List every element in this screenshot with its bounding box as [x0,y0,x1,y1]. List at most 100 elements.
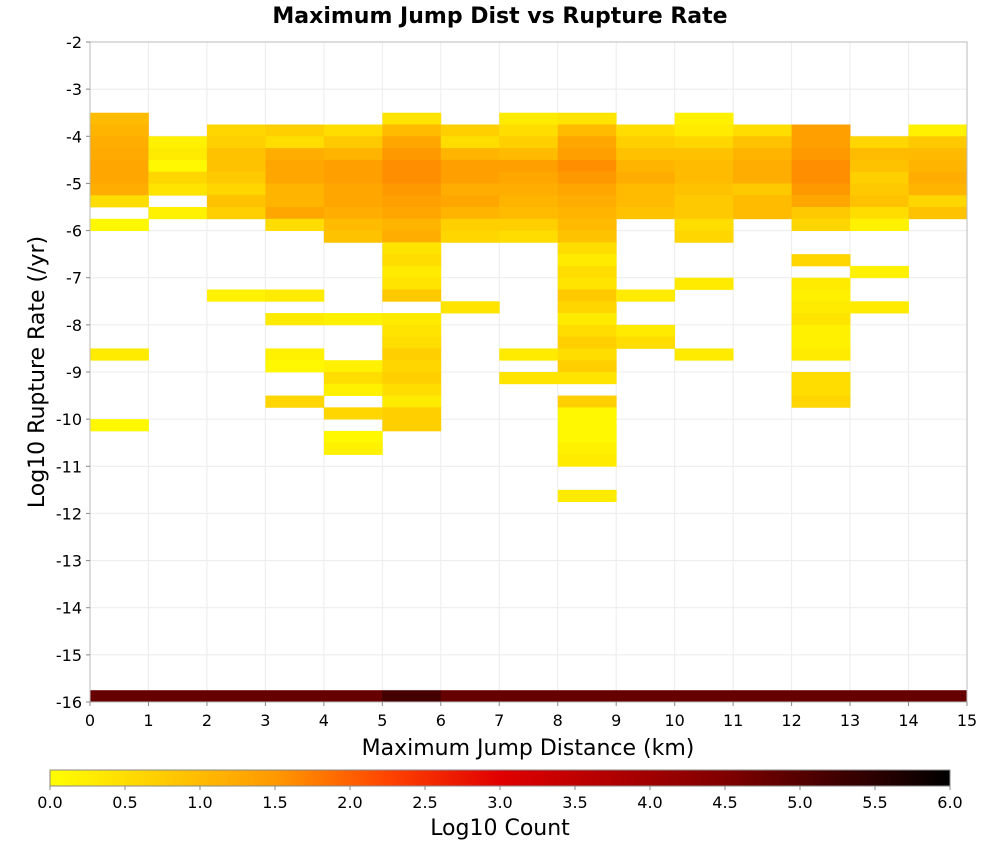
heatmap-cell [206,289,266,302]
colorbar-ticks: 0.0 0.5 1.0 1.5 2.0 2.5 3.0 3.5 4.0 4.5 5.0 5.5 6.0 [37,786,963,812]
heatmap-cell [791,301,851,314]
heatmap-cell [90,112,149,125]
x-tick-label: 6 [436,711,446,730]
heatmap-cell [440,183,500,196]
heatmap-cell [206,207,266,220]
heatmap-cell [557,690,617,703]
heatmap-cell [206,690,266,703]
heatmap-cell [850,207,909,220]
heatmap-cell [557,348,617,361]
heatmap-cell [557,313,617,326]
heatmap-cell [908,207,968,220]
heatmap-cell [908,148,968,161]
heatmap-cell [265,136,325,149]
heatmap-cell [791,395,851,408]
heatmap-cell [382,313,442,326]
heatmap-cell [323,383,383,396]
heatmap-cell [674,207,734,220]
heatmap-cell [206,183,266,196]
chart-title: Maximum Jump Dist vs Rupture Rate [272,4,727,29]
heatmap-cell [265,195,325,208]
heatmap-cell [557,324,617,338]
y-tick-label: -3 [66,80,82,99]
heatmap-cell [674,148,734,161]
heatmap-cell [791,336,851,349]
heatmap-cell [791,348,851,361]
heatmap-cell [323,171,383,184]
heatmap-cell [908,171,968,184]
heatmap-cell [616,195,676,208]
heatmap-cell [382,324,442,338]
heatmap-cell [557,195,617,208]
heatmap-cell [382,195,442,208]
heatmap-cell [791,148,851,161]
heatmap-cell [674,112,734,125]
x-tick-label: 5 [377,711,387,730]
heatmap-cell [265,289,325,302]
heatmap-cell [733,183,792,196]
heatmap-cell [440,690,500,703]
heatmap-cell [206,136,266,149]
heatmap-cell [323,183,383,196]
colorbar [49,769,951,787]
heatmap-cell [616,289,676,302]
heatmap-cell [440,230,500,243]
y-tick-label: -11 [56,457,82,476]
heatmap-cell [499,124,559,137]
heatmap-cell [557,419,617,432]
heatmap-cell [674,277,734,290]
heatmap-cell [557,360,617,373]
heatmap-cell [674,124,734,137]
heatmap-cell [791,159,851,173]
heatmap-cell [265,360,325,373]
heatmap-cell [265,218,325,231]
y-axis-label: Log10 Rupture Rate (/yr) [25,236,50,508]
heatmap-cell [90,148,149,161]
heatmap-cell [557,136,617,149]
heatmap-cell [791,195,851,208]
colorbar-tick-label: 4.0 [637,793,662,812]
heatmap-cell [557,489,617,503]
heatmap-cell [206,148,266,161]
heatmap-cell [382,407,442,420]
heatmap-cell [616,171,676,184]
heatmap-cell [733,159,792,173]
heatmap-cell [791,277,851,290]
heatmap-cell [382,254,442,267]
heatmap-cell [382,419,442,432]
colorbar-tick-label: 4.5 [712,793,737,812]
heatmap-cell [148,148,208,161]
heatmap-cell [557,301,617,314]
y-tick-label: -14 [56,599,82,618]
heatmap-cell [382,124,442,137]
x-tick-label: 0 [85,711,95,730]
y-tick-label: -15 [56,646,82,665]
heatmap-cell [382,136,442,149]
colorbar-tick-label: 1.0 [187,793,212,812]
heatmap-cell [265,148,325,161]
heatmap-cell [499,183,559,196]
heatmap-cell [323,136,383,149]
heatmap-cell [148,207,208,220]
heatmap-cell [323,690,383,703]
heatmap-cell [382,336,442,349]
heatmap-cell [557,207,617,220]
colorbar-label: Log10 Count [430,816,570,841]
heatmap-cell [382,148,442,161]
heatmap-cell [265,159,325,173]
heatmap-cell [499,690,559,703]
x-tick-label: 13 [840,711,860,730]
heatmap-cell [148,136,208,149]
heatmap-cell [382,360,442,373]
heatmap-cell [791,289,851,302]
heatmap-cell [557,242,617,255]
heatmap-cell [616,148,676,161]
heatmap-cell [850,218,909,231]
heatmap-cell [557,218,617,231]
heatmap-cell [850,195,909,208]
heatmap-cell [557,277,617,290]
heatmap-cell [265,207,325,220]
colorbar-tick-label: 2.0 [337,793,362,812]
heatmap-cell [382,112,442,125]
